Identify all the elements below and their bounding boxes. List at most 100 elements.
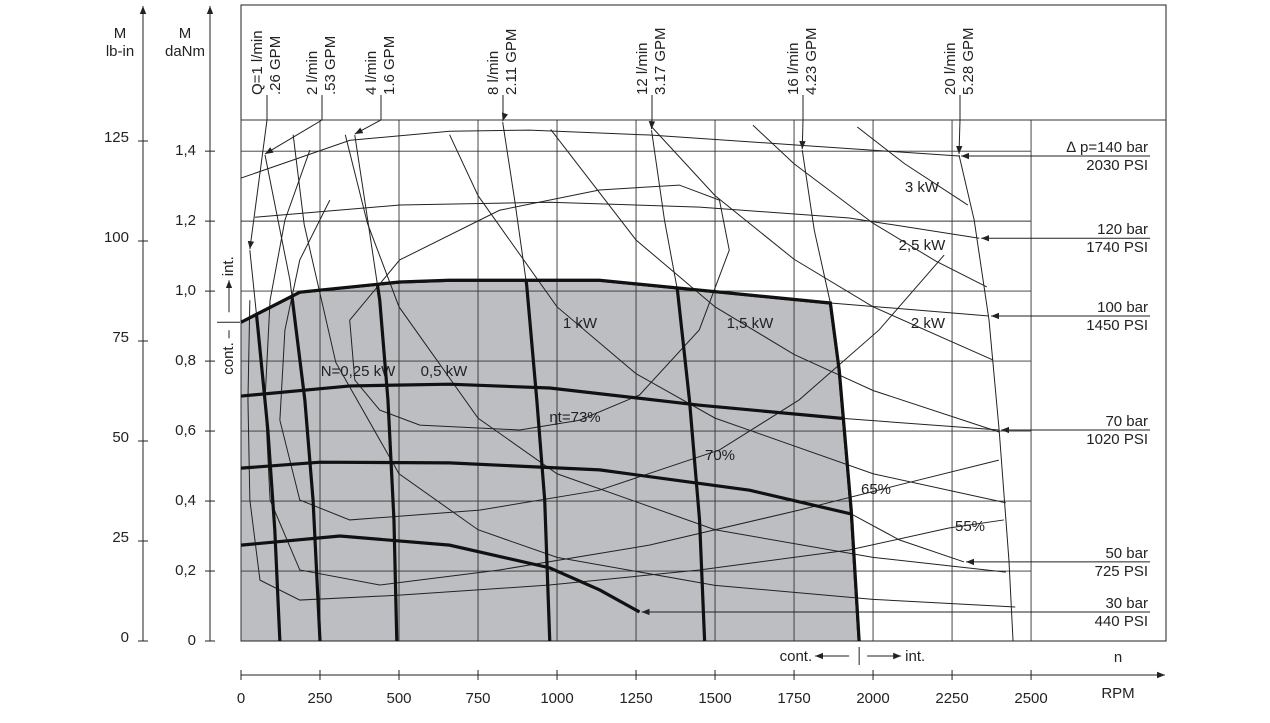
y2-tick-label: 50 bbox=[112, 429, 129, 446]
flow-label-gpm: .26 GPM bbox=[267, 36, 284, 95]
x-tick-label: 750 bbox=[466, 690, 491, 707]
x-tick-label: 1000 bbox=[540, 690, 573, 707]
pressure-label-psi: 440 PSI bbox=[1095, 613, 1148, 630]
power-label: 0,5 kW bbox=[421, 363, 469, 380]
flow-leader bbox=[799, 95, 806, 150]
pressure-label: 70 bar bbox=[1105, 413, 1148, 430]
pressure-label: 120 bar bbox=[1097, 221, 1148, 238]
y-tick-label: 1,4 bbox=[175, 142, 196, 159]
y2-tick-label: 75 bbox=[112, 329, 129, 346]
power-label: 3 kW bbox=[905, 179, 940, 196]
y-cont-label: cont. bbox=[220, 342, 237, 375]
x-tick-label: 2000 bbox=[856, 690, 889, 707]
power-line bbox=[449, 134, 1006, 504]
y-unit: daNm bbox=[165, 43, 205, 60]
y-tick-label: 1,2 bbox=[175, 212, 196, 229]
pressure-label: 100 bar bbox=[1097, 299, 1148, 316]
y-tick-label: 1,0 bbox=[175, 282, 196, 299]
power-line bbox=[292, 134, 1016, 608]
x-tick-label: 2500 bbox=[1014, 690, 1047, 707]
flow-leader bbox=[956, 95, 963, 155]
pressure-label: ∆ p=140 bar bbox=[1067, 139, 1148, 156]
x-cont-label: cont. bbox=[780, 648, 813, 665]
flow-label: Q=1 l/min bbox=[249, 30, 266, 95]
pressure-line-bold bbox=[241, 130, 959, 178]
x-tick-label: 250 bbox=[307, 690, 332, 707]
flow-label-gpm: 5.28 GPM bbox=[960, 27, 977, 95]
flow-label: 4 l/min bbox=[363, 51, 380, 95]
power-line bbox=[856, 126, 969, 206]
flow-label-gpm: 4.23 GPM bbox=[803, 27, 820, 95]
y-tick-label: 0 bbox=[188, 632, 196, 649]
efficiency-label: 70% bbox=[705, 447, 735, 464]
pressure-label-psi: 1450 PSI bbox=[1086, 317, 1148, 334]
power-label: 1,5 kW bbox=[727, 315, 775, 332]
y-symbol: M bbox=[179, 25, 192, 42]
region-outline bbox=[240, 278, 861, 642]
flow-label-gpm: 3.17 GPM bbox=[652, 27, 669, 95]
y-int-label: int. bbox=[220, 256, 237, 276]
flow-leader bbox=[354, 95, 382, 135]
y-tick-label: 0,4 bbox=[175, 492, 196, 509]
pressure-label-psi: 1020 PSI bbox=[1086, 431, 1148, 448]
flow-line-bold bbox=[353, 280, 399, 641]
flow-label: 16 l/min bbox=[785, 42, 802, 95]
x-tick-label: 0 bbox=[237, 690, 245, 707]
pressure-label-psi: 1740 PSI bbox=[1086, 239, 1148, 256]
efficiency-line bbox=[279, 199, 945, 521]
flow-line-bold bbox=[649, 280, 707, 641]
power-line bbox=[550, 129, 1000, 433]
x-tick-label: 1750 bbox=[777, 690, 810, 707]
y2-tick-label: 100 bbox=[104, 229, 129, 246]
pressure-line-bold bbox=[241, 382, 860, 432]
flow-line bbox=[958, 154, 1014, 642]
x-tick-label: 1250 bbox=[619, 690, 652, 707]
pressure-label-psi: 2030 PSI bbox=[1086, 157, 1148, 174]
y2-unit: lb-in bbox=[106, 43, 134, 60]
x-tick-label: 2250 bbox=[935, 690, 968, 707]
power-label: 2,5 kW bbox=[899, 237, 947, 254]
pressure-line bbox=[254, 201, 980, 239]
y-tick-label: 0,6 bbox=[175, 422, 196, 439]
x-symbol: n bbox=[1114, 649, 1122, 666]
power-label: 2 kW bbox=[911, 315, 946, 332]
flow-line-bold bbox=[501, 280, 552, 641]
flow-leader bbox=[264, 95, 323, 155]
pressure-line bbox=[240, 129, 960, 179]
flow-line-bold bbox=[263, 280, 322, 641]
power-label: 1 kW bbox=[563, 315, 598, 332]
flow-label: 12 l/min bbox=[634, 42, 651, 95]
x-label: RPM bbox=[1101, 685, 1134, 702]
x-tick-label: 1500 bbox=[698, 690, 731, 707]
efficiency-line bbox=[349, 184, 730, 431]
power-line bbox=[752, 124, 988, 288]
y-tick-label: 0,2 bbox=[175, 562, 196, 579]
power-line bbox=[344, 134, 1006, 573]
efficiency-label: 65% bbox=[861, 481, 891, 498]
x-int-label: int. bbox=[905, 648, 925, 665]
pressure-line-bold bbox=[241, 460, 860, 564]
efficiency-label: 55% bbox=[955, 518, 985, 535]
y-tick-label: 0,8 bbox=[175, 352, 196, 369]
y2-tick-label: 0 bbox=[121, 629, 129, 646]
flow-label: 8 l/min bbox=[485, 51, 502, 95]
efficiency-label: ηt=73% bbox=[549, 409, 600, 426]
flow-label-gpm: 2.11 GPM bbox=[503, 29, 520, 95]
continuous-region bbox=[241, 280, 860, 641]
pressure-label: 50 bar bbox=[1105, 545, 1148, 562]
power-line bbox=[651, 126, 994, 361]
y2-symbol: M bbox=[114, 25, 127, 42]
flow-label-gpm: 1.6 GPM bbox=[381, 36, 398, 95]
pressure-line-bold bbox=[241, 534, 641, 614]
flow-label: 2 l/min bbox=[304, 51, 321, 95]
pressure-label-psi: 725 PSI bbox=[1095, 563, 1148, 580]
pressure-label: 30 bar bbox=[1105, 595, 1148, 612]
y2-tick-label: 125 bbox=[104, 129, 129, 146]
y2-tick-label: 25 bbox=[112, 529, 129, 546]
power-label: N=0,25 kW bbox=[321, 363, 396, 380]
flow-label-gpm: .53 GPM bbox=[322, 36, 339, 95]
flow-label: 20 l/min bbox=[942, 42, 959, 95]
x-tick-label: 500 bbox=[386, 690, 411, 707]
flow-leader bbox=[247, 95, 268, 250]
